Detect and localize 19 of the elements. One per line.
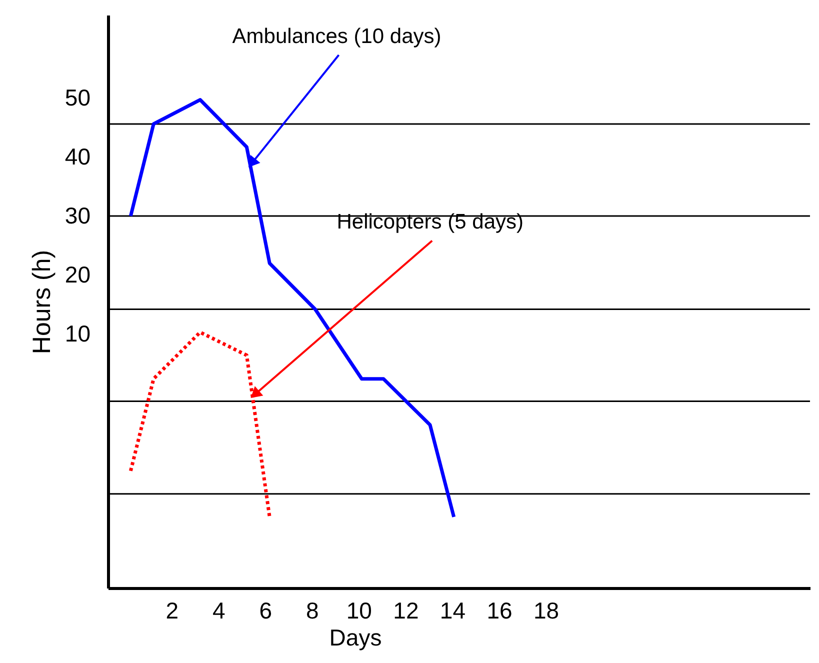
y-axis-title: Hours (h) xyxy=(28,250,56,354)
x-tick-label: 14 xyxy=(440,598,466,624)
x-tick-label: 12 xyxy=(393,598,419,624)
annotation: Ambulances (10 days) xyxy=(232,25,442,48)
x-tick-label: 16 xyxy=(486,598,512,624)
y-tick-label: 30 xyxy=(64,202,90,229)
x-tick-label: 10 xyxy=(346,598,372,624)
annotation: Helicopters (5 days) xyxy=(336,210,524,234)
x-axis-title: Days xyxy=(329,624,382,650)
x-tick-label: 2 xyxy=(166,598,179,624)
y-tick-label: 40 xyxy=(64,144,90,170)
y-tick-label: 20 xyxy=(64,262,90,288)
line-series xyxy=(128,330,272,519)
y-tick-label: 10 xyxy=(64,320,90,347)
x-tick-label: 4 xyxy=(212,598,226,624)
x-tick-label: 18 xyxy=(533,598,560,624)
y-tick-label: 50 xyxy=(64,84,90,111)
x-tick-label: 8 xyxy=(306,598,319,624)
x-tick-label: 6 xyxy=(259,598,272,624)
